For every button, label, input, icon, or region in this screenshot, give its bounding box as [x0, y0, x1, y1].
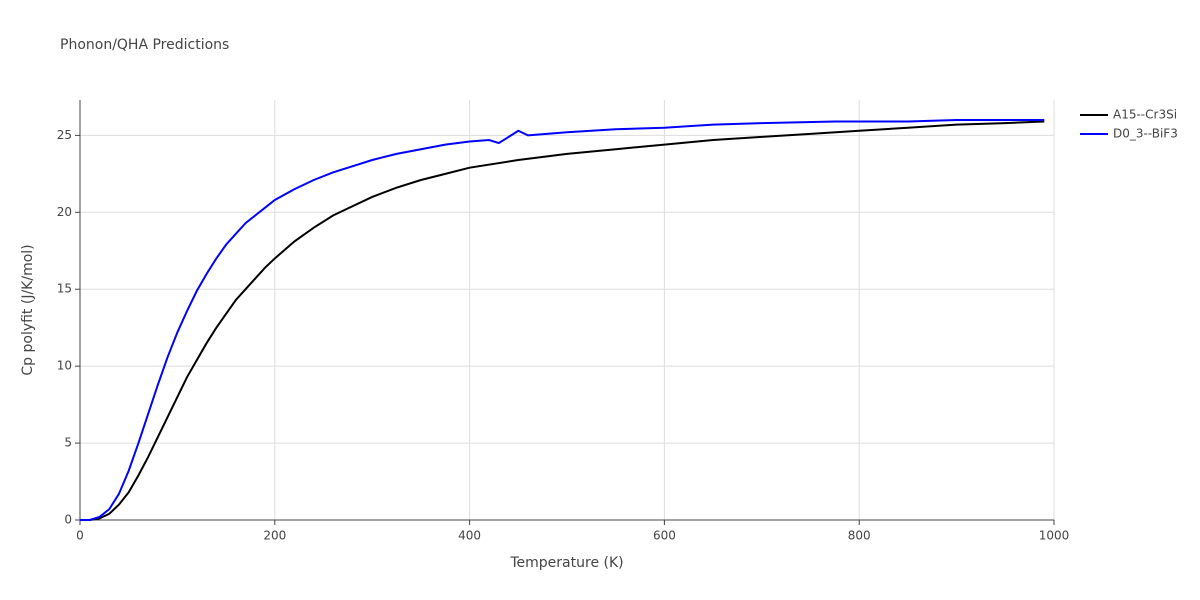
y-tick-label: 15 — [57, 282, 72, 296]
x-tick-label: 200 — [263, 529, 286, 543]
legend-label: D0_3--BiF3 — [1113, 127, 1178, 141]
x-tick-label: 400 — [458, 529, 481, 543]
x-tick-label: 800 — [848, 529, 871, 543]
x-axis-label: Temperature (K) — [509, 555, 623, 571]
y-axis-label: Cp polyfit (J/K/mol) — [20, 244, 36, 375]
line-series — [80, 119, 1045, 521]
x-tick-label: 0 — [76, 529, 84, 543]
x-tick-label: 1000 — [1039, 529, 1070, 543]
y-tick-label: 20 — [57, 205, 72, 219]
legend-label: A15--Cr3Si — [1113, 108, 1177, 122]
chart-title: Phonon/QHA Predictions — [60, 37, 229, 53]
line-series — [80, 120, 1045, 521]
y-tick-label: 25 — [57, 128, 72, 142]
x-tick-label: 600 — [653, 529, 676, 543]
y-tick-label: 0 — [64, 513, 72, 527]
y-tick-label: 5 — [64, 436, 72, 450]
y-tick-label: 10 — [57, 359, 72, 373]
